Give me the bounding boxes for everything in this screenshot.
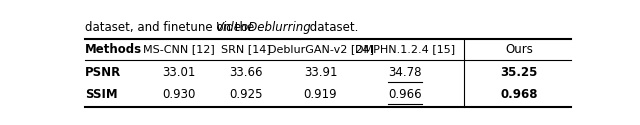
Text: Methods: Methods: [85, 43, 142, 56]
Text: dataset, and finetune on the: dataset, and finetune on the: [85, 21, 258, 34]
Text: VideoDeblurring: VideoDeblurring: [215, 21, 310, 34]
Text: DMPHN.1.2.4 [15]: DMPHN.1.2.4 [15]: [355, 44, 455, 54]
Text: dataset.: dataset.: [306, 21, 358, 34]
Text: PSNR: PSNR: [85, 66, 121, 79]
Text: Ours: Ours: [505, 43, 533, 56]
Text: SSIM: SSIM: [85, 88, 118, 101]
Text: 0.968: 0.968: [500, 88, 538, 101]
Text: SRN [14]: SRN [14]: [221, 44, 271, 54]
Text: 34.78: 34.78: [388, 66, 422, 79]
Text: 0.930: 0.930: [163, 88, 196, 101]
Text: DeblurGAN-v2 [24]: DeblurGAN-v2 [24]: [268, 44, 374, 54]
Text: 33.01: 33.01: [163, 66, 196, 79]
Text: 0.919: 0.919: [304, 88, 337, 101]
Text: 33.66: 33.66: [229, 66, 263, 79]
Text: 0.925: 0.925: [229, 88, 263, 101]
Text: MS-CNN [12]: MS-CNN [12]: [143, 44, 215, 54]
Text: 0.966: 0.966: [388, 88, 422, 101]
Text: 35.25: 35.25: [500, 66, 538, 79]
Text: 33.91: 33.91: [304, 66, 337, 79]
